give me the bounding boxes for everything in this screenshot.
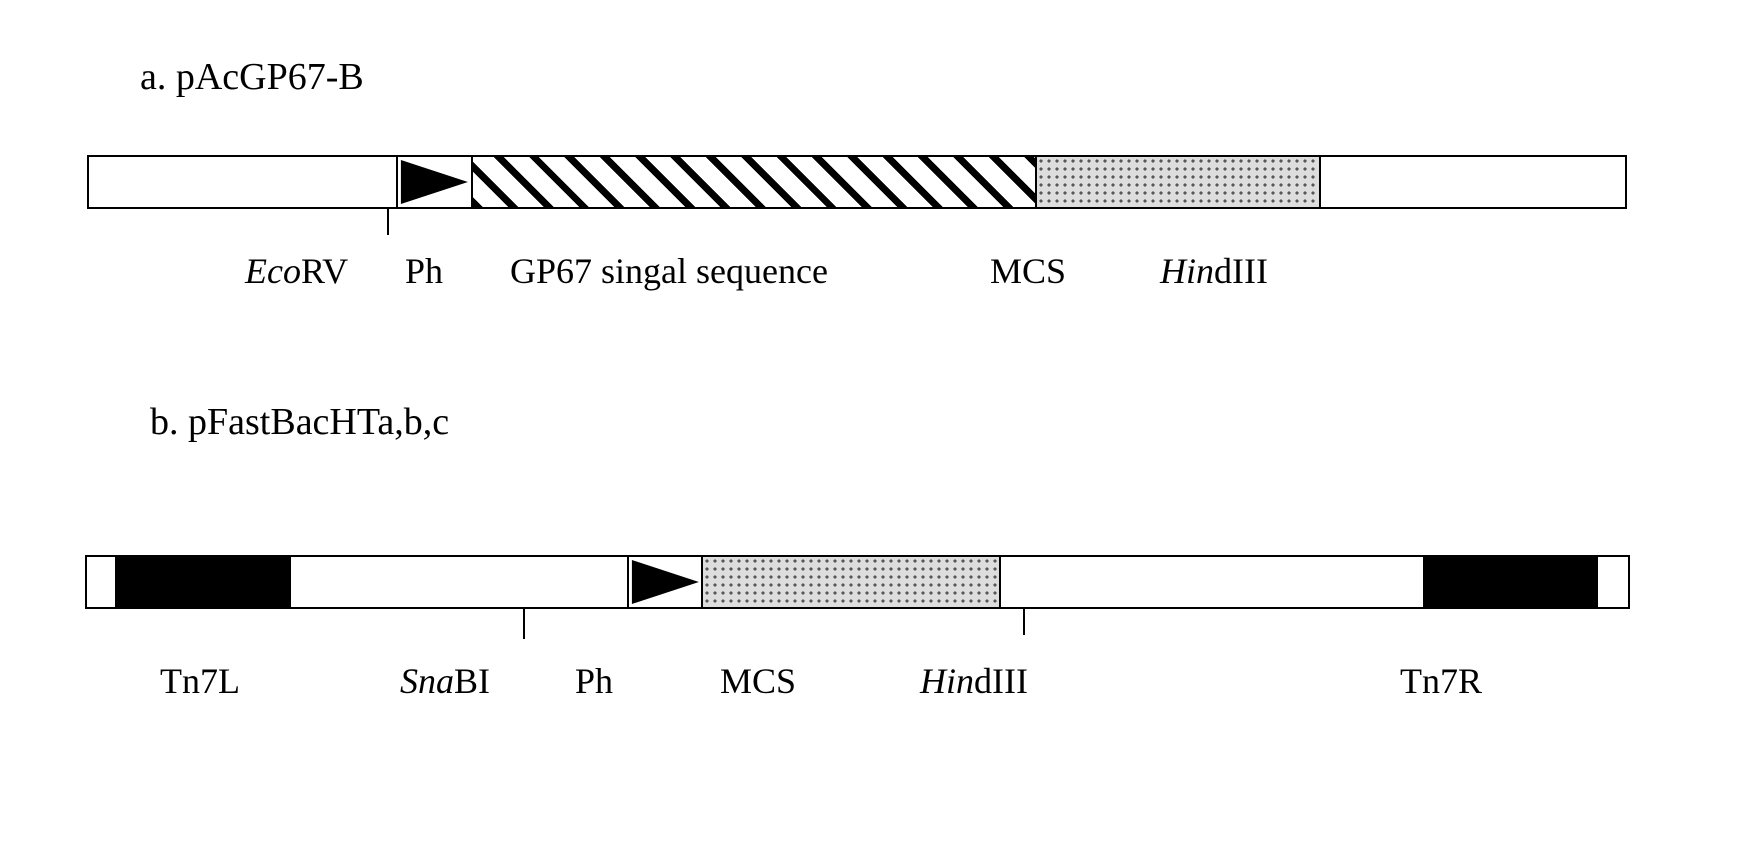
segment-label: EcoRV xyxy=(245,250,348,292)
segment-label: HindIII xyxy=(1160,250,1268,292)
segment-solid xyxy=(117,557,292,607)
segment-label: Ph xyxy=(405,250,443,292)
segment-label: Tn7R xyxy=(1400,660,1482,702)
tick-mark xyxy=(387,209,389,235)
segment-empty xyxy=(87,557,117,607)
segment-empty xyxy=(1598,557,1628,607)
segment-label: MCS xyxy=(990,250,1066,292)
segment-label: SnaBI xyxy=(400,660,490,702)
segment-hatched xyxy=(473,157,1037,207)
title-b: b. pFastBacHTa,b,c xyxy=(150,400,449,444)
segment-dotted xyxy=(703,557,1000,607)
segment-label: Tn7L xyxy=(160,660,240,702)
diagram-root: a. pAcGP67-B b. pFastBacHTa,b,c EcoRV Ph G… xyxy=(0,0,1760,850)
segment-label: HindIII xyxy=(920,660,1028,702)
segment-dotted xyxy=(1037,157,1321,207)
arrow-icon xyxy=(398,157,473,207)
tick-mark xyxy=(1023,609,1025,635)
segment-empty xyxy=(291,557,628,607)
vector-bar-b xyxy=(85,555,1630,609)
segment-solid xyxy=(1425,557,1599,607)
segment-label: Ph xyxy=(575,660,613,702)
segment-empty xyxy=(1001,557,1425,607)
arrow-icon xyxy=(629,557,704,607)
vector-bar-a xyxy=(87,155,1627,209)
tick-mark xyxy=(523,609,525,639)
segment-empty xyxy=(89,157,398,207)
title-a: a. pAcGP67-B xyxy=(140,55,364,99)
segment-label: MCS xyxy=(720,660,796,702)
segment-empty xyxy=(1321,157,1625,207)
segment-label: GP67 singal sequence xyxy=(510,250,828,292)
